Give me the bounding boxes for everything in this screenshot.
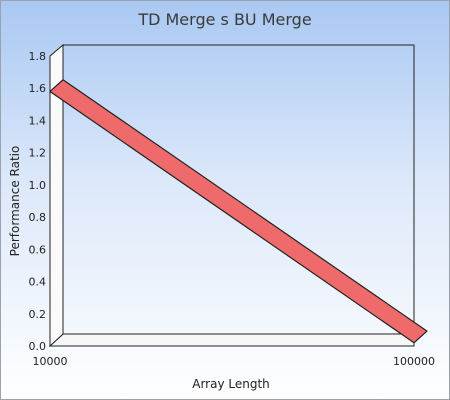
y-tick-label: 1.4 xyxy=(29,114,47,127)
x-tick-label: 10000 xyxy=(33,355,68,368)
y-tick-label: 0.8 xyxy=(29,211,47,224)
series-layer xyxy=(49,79,428,344)
x-tick-label: 100000 xyxy=(393,355,435,368)
x-axis-ticks: 10000 100000 xyxy=(33,355,436,368)
plot-back-wall xyxy=(62,44,415,335)
y-tick-label: 0.4 xyxy=(29,276,47,289)
y-axis-label: Performance Ratio xyxy=(8,146,22,257)
x-axis-label: Array Length xyxy=(192,377,270,391)
plot-floor xyxy=(48,333,415,347)
y-tick-label: 0.0 xyxy=(29,340,47,353)
y-tick-label: 0.6 xyxy=(29,243,47,256)
series-line xyxy=(49,79,428,344)
y-tick-label: 1.6 xyxy=(29,82,47,95)
y-tick-label: 1.2 xyxy=(29,147,47,160)
y-tick-label: 0.2 xyxy=(29,308,47,321)
y-tick-label: 1.8 xyxy=(29,50,47,63)
y-tick-label: 1.0 xyxy=(29,179,47,192)
chart-title: TD Merge s BU Merge xyxy=(137,10,311,29)
y-axis-ticks: 0.0 0.2 0.4 0.6 0.8 1.0 1.2 1.4 1.6 1.8 xyxy=(29,50,47,353)
plot-frame xyxy=(48,43,415,348)
